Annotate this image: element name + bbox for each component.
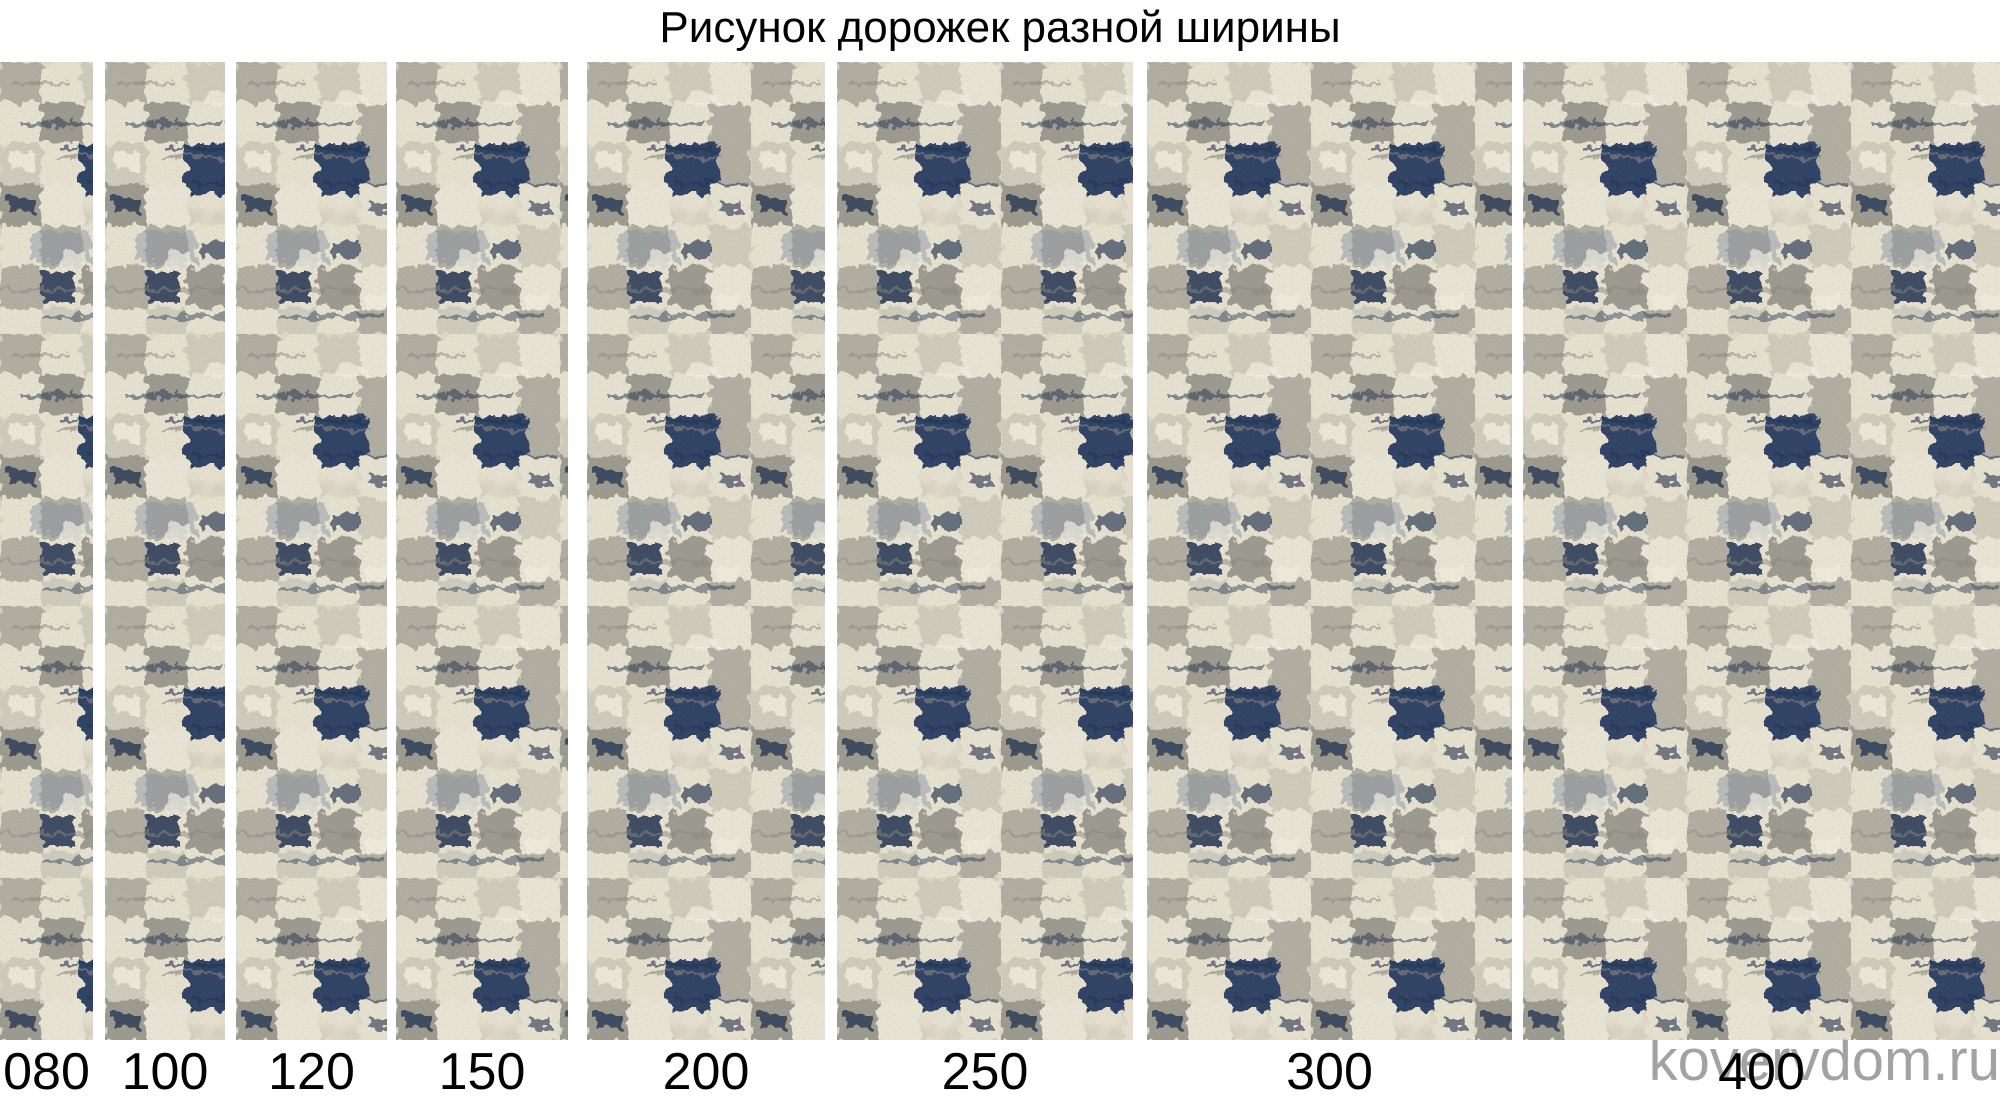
- strip-width-label: 300: [1286, 1043, 1373, 1101]
- watermark: kovervdom.ru: [1648, 1028, 2000, 1093]
- runner-strip: 120: [236, 62, 387, 1098]
- strip-width-label: 150: [438, 1043, 526, 1101]
- runner-strip: 400: [1523, 62, 2000, 1098]
- strip-width-label: 250: [941, 1043, 1029, 1101]
- carpet-texture-image: [105, 62, 225, 1040]
- carpet-texture-image: [587, 62, 825, 1040]
- runner-strip: 150: [396, 62, 568, 1098]
- runner-strip: 100: [105, 62, 225, 1098]
- runner-strip: 200: [587, 62, 825, 1098]
- strip-width-label: 120: [268, 1043, 355, 1101]
- runner-strip: 300: [1147, 62, 1512, 1098]
- carpet-texture-image: [0, 62, 93, 1040]
- strip-width-label: 200: [662, 1043, 750, 1101]
- page-title: Рисунок дорожек разной ширины: [659, 3, 1341, 52]
- strip-width-label: 100: [121, 1043, 209, 1101]
- carpet-texture-image: [396, 62, 568, 1040]
- carpet-texture-image: [1147, 62, 1512, 1040]
- runner-strip: 250: [837, 62, 1133, 1098]
- strip-width-label: 080: [3, 1043, 90, 1101]
- carpet-texture-image: [236, 62, 387, 1040]
- carpet-texture-image: [837, 62, 1133, 1040]
- carpet-texture-image: [1523, 62, 2000, 1040]
- runner-strip: 080: [0, 62, 93, 1098]
- strip-width-label: 400: [1718, 1043, 1805, 1101]
